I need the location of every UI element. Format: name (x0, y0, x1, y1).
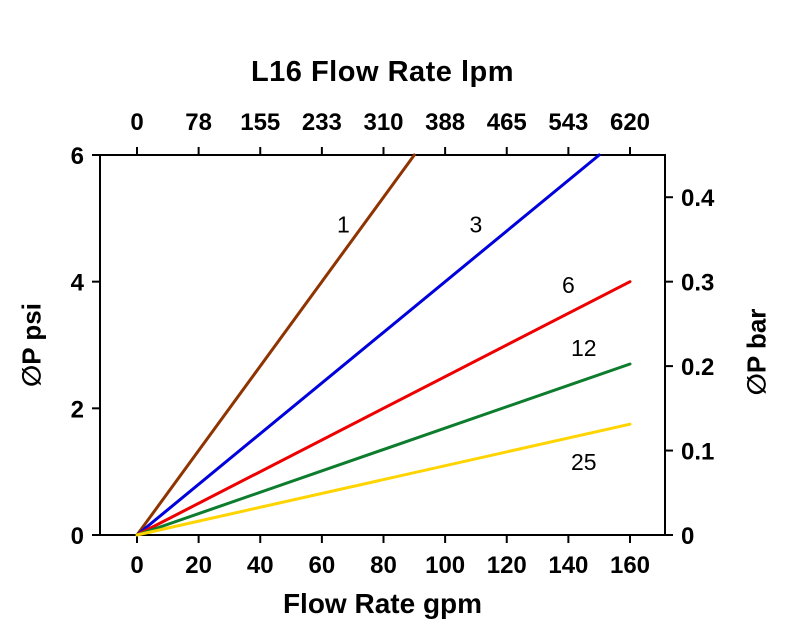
y-tick-label: 2 (71, 396, 84, 423)
x-tick-label: 0 (130, 552, 143, 579)
y2-tick-label: 0.2 (681, 354, 714, 381)
x-tick-label: 120 (487, 552, 527, 579)
x-tick-label: 100 (425, 552, 465, 579)
x-tick-label: 160 (610, 552, 650, 579)
y-axis-label-right: ∅P bar (741, 308, 772, 396)
series-line-12 (135, 362, 632, 537)
y2-tick-label: 0.1 (681, 439, 714, 466)
y-axis-label-left: ∅P psi (16, 303, 47, 387)
series-label-12: 12 (571, 335, 597, 361)
x-tick-label: 80 (370, 552, 397, 579)
series-line-1 (135, 153, 416, 537)
y2-tick-label: 0 (681, 523, 694, 550)
x-top-tick-label: 388 (425, 109, 465, 136)
x-tick-label: 20 (185, 552, 212, 579)
x-top-tick-label: 78 (185, 109, 212, 136)
series-label-6: 6 (562, 272, 575, 298)
x-axis-label: Flow Rate gpm (282, 588, 483, 619)
series-label-1: 1 (337, 212, 350, 238)
series-line-25 (135, 422, 632, 537)
x-top-tick-label: 543 (548, 109, 588, 136)
x-tick-label: 60 (309, 552, 336, 579)
series-line-3 (135, 153, 601, 537)
y2-tick-label: 0.4 (681, 185, 715, 212)
x-top-tick-label: 155 (240, 109, 280, 136)
x-top-tick-label: 620 (610, 109, 650, 136)
x-top-tick-label: 465 (487, 109, 527, 136)
x-top-tick-label: 233 (302, 109, 342, 136)
series-line-6 (135, 280, 632, 537)
x-tick-label: 140 (548, 552, 588, 579)
y-tick-label: 6 (71, 143, 84, 170)
x-tick-label: 40 (247, 552, 274, 579)
x-top-tick-label: 310 (363, 109, 403, 136)
chart-title: L16 Flow Rate lpm (250, 56, 515, 88)
y2-tick-label: 0.3 (681, 270, 714, 297)
y-tick-label: 0 (71, 523, 84, 550)
series-label-25: 25 (571, 449, 597, 475)
series-label-3: 3 (470, 212, 483, 238)
x-top-tick-label: 0 (130, 109, 143, 136)
y-tick-label: 4 (71, 270, 85, 297)
